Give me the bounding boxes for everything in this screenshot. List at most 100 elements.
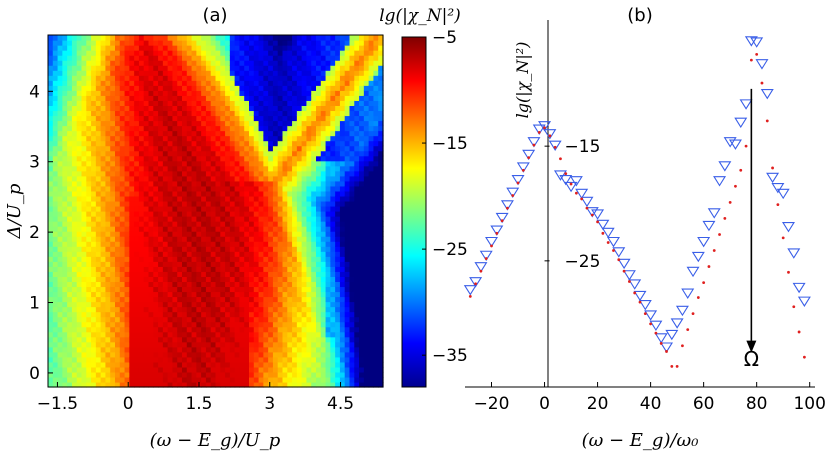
heatmap-cell bbox=[105, 160, 111, 167]
heatmap-cell bbox=[239, 341, 245, 348]
heatmap-cell bbox=[272, 200, 279, 207]
triangle-point bbox=[474, 262, 488, 273]
heatmap-cell bbox=[378, 140, 384, 147]
heatmap-cell bbox=[182, 70, 188, 76]
heatmap-cell bbox=[67, 236, 73, 242]
heatmap-cell bbox=[124, 35, 130, 41]
heatmap-cell bbox=[71, 200, 78, 207]
heatmap-cell bbox=[215, 271, 221, 277]
heatmap-cell bbox=[105, 251, 111, 257]
heatmap-cell bbox=[244, 371, 250, 378]
heatmap-cell bbox=[225, 256, 231, 262]
heatmap-cell bbox=[272, 150, 279, 157]
heatmap-cell bbox=[134, 211, 140, 217]
heatmap-cell bbox=[186, 160, 193, 167]
heatmap-cell bbox=[277, 70, 284, 76]
heatmap-cell bbox=[67, 75, 73, 81]
heatmap-cell bbox=[129, 296, 135, 303]
heatmap-cell bbox=[330, 55, 336, 61]
heatmap-cell bbox=[316, 256, 322, 262]
heatmap-cell bbox=[373, 140, 379, 147]
heatmap-cell bbox=[349, 286, 355, 293]
heatmap-cell bbox=[196, 236, 202, 242]
heatmap-cell bbox=[52, 135, 59, 142]
heatmap-cell bbox=[119, 150, 126, 157]
heatmap-cell bbox=[296, 296, 303, 303]
heatmap-cell bbox=[138, 281, 145, 288]
heatmap-cell bbox=[57, 366, 63, 373]
heatmap-cell bbox=[186, 291, 193, 298]
heatmap-cell bbox=[100, 55, 107, 61]
heatmap-cell bbox=[296, 301, 303, 308]
heatmap-cell bbox=[287, 90, 293, 96]
heatmap-cell bbox=[249, 110, 255, 117]
heatmap-cell bbox=[158, 371, 164, 378]
heatmap-cell bbox=[95, 40, 102, 46]
heatmap-cell bbox=[119, 341, 126, 348]
heatmap-cell bbox=[368, 251, 375, 257]
heatmap-cell bbox=[62, 211, 68, 217]
heatmap-cell bbox=[86, 75, 92, 81]
triangle-point bbox=[522, 149, 536, 161]
heatmap-cell bbox=[272, 221, 279, 227]
heatmap-cell bbox=[167, 70, 174, 76]
heatmap-cell bbox=[95, 316, 102, 323]
heatmap-cell bbox=[48, 221, 54, 227]
heatmap-cell bbox=[134, 251, 140, 257]
heatmap-cell bbox=[205, 180, 212, 187]
heatmap-cell bbox=[306, 246, 312, 252]
heatmap-cell bbox=[330, 336, 336, 343]
heatmap-cell bbox=[182, 256, 188, 262]
heatmap-cell bbox=[57, 251, 63, 257]
heatmap-cell bbox=[115, 155, 121, 162]
heatmap-cell bbox=[225, 311, 231, 318]
heatmap-cell bbox=[277, 45, 284, 51]
heatmap-cell bbox=[330, 216, 336, 222]
heatmap-cell bbox=[105, 266, 111, 272]
heatmap-cell bbox=[335, 120, 341, 127]
heatmap-cell bbox=[191, 211, 197, 217]
heatmap-cell bbox=[268, 281, 274, 288]
heatmap-cell bbox=[134, 236, 140, 242]
heatmap-cell bbox=[325, 236, 331, 242]
heatmap-cell bbox=[201, 130, 207, 137]
heatmap-cell bbox=[129, 100, 135, 106]
heatmap-cell bbox=[210, 256, 217, 262]
heatmap-cell bbox=[76, 286, 83, 293]
heatmap-cell bbox=[354, 346, 360, 353]
heatmap-cell bbox=[48, 150, 54, 157]
heatmap-cell bbox=[186, 110, 193, 117]
heatmap-cell bbox=[143, 381, 150, 388]
heatmap-cell bbox=[287, 251, 293, 257]
heatmap-cell bbox=[205, 361, 212, 368]
heatmap-cell bbox=[186, 226, 193, 232]
heatmap-cell bbox=[162, 326, 169, 333]
heatmap-cell bbox=[292, 306, 298, 313]
heatmap-cell bbox=[67, 70, 73, 76]
heatmap-cell bbox=[335, 180, 341, 187]
heatmap-cell bbox=[363, 381, 370, 388]
heatmap-cell bbox=[138, 190, 145, 197]
heatmap-cell bbox=[292, 150, 298, 157]
heatmap-cell bbox=[105, 115, 111, 122]
heatmap-cell bbox=[330, 70, 336, 76]
heatmap-cell bbox=[320, 366, 327, 373]
triangle-point bbox=[591, 209, 605, 220]
heatmap-cell bbox=[354, 95, 360, 101]
heatmap-cell bbox=[244, 55, 250, 61]
heatmap-cell bbox=[296, 311, 303, 318]
heatmap-cell bbox=[110, 241, 116, 247]
heatmap-cell bbox=[167, 160, 174, 167]
heatmap-cell bbox=[349, 276, 355, 282]
heatmap-cell bbox=[225, 120, 231, 127]
heatmap-cell bbox=[268, 236, 274, 242]
heatmap-cell bbox=[296, 331, 303, 338]
heatmap-cell bbox=[249, 75, 255, 81]
heatmap-cell bbox=[57, 321, 63, 328]
heatmap-cell bbox=[244, 341, 250, 348]
heatmap-cell bbox=[52, 211, 59, 217]
heatmap-cell bbox=[205, 105, 212, 112]
heatmap-cell bbox=[138, 125, 145, 132]
heatmap-cell bbox=[296, 276, 303, 282]
heatmap-cell bbox=[378, 125, 384, 132]
